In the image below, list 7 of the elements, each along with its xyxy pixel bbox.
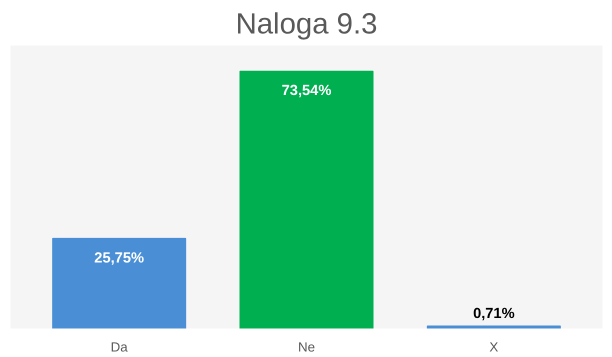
x-tick-label: Ne (298, 340, 316, 354)
x-tick-label: X (489, 340, 498, 354)
x-tick-label: Da (110, 340, 128, 354)
data-label: 0,71% (473, 306, 515, 322)
data-label: 25,75% (94, 250, 144, 266)
data-label: 73,54% (282, 83, 332, 100)
chart-title: Naloga 9.3 (236, 8, 378, 40)
